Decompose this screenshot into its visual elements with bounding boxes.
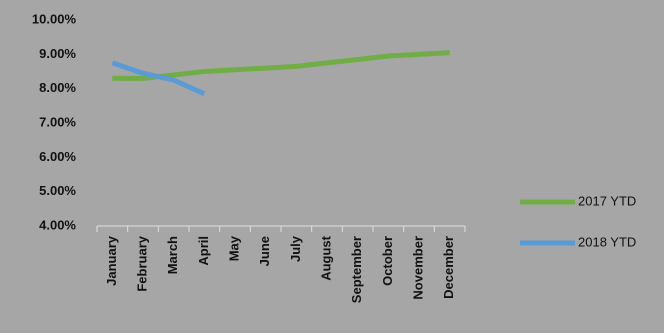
y-tick-label: 6.00% [39,149,76,164]
x-tick-label: July [288,235,303,262]
x-tick-label: May [226,235,241,261]
x-tick-label: October [380,236,395,286]
x-tick-label: February [134,235,149,291]
x-tick-label: November [410,236,425,300]
x-tick-label: September [349,236,364,303]
x-tick-label: December [441,236,456,299]
series-line [111,60,206,97]
y-tick-label: 4.00% [39,217,76,232]
x-tick-label: April [196,236,211,266]
x-tick-label: August [318,235,333,280]
y-tick-label: 8.00% [39,80,76,95]
y-tick-label: 5.00% [39,183,76,198]
legend-label: 2017 YTD [578,193,636,208]
x-tick-label: March [165,236,180,274]
y-tick-label: 7.00% [39,114,76,129]
legend-label: 2018 YTD [578,234,636,249]
y-tick-label: 10.00% [32,11,77,26]
x-tick-label: January [104,235,119,286]
x-tick-label: June [257,236,272,266]
y-tick-label: 9.00% [39,46,76,61]
series-line [112,50,450,81]
